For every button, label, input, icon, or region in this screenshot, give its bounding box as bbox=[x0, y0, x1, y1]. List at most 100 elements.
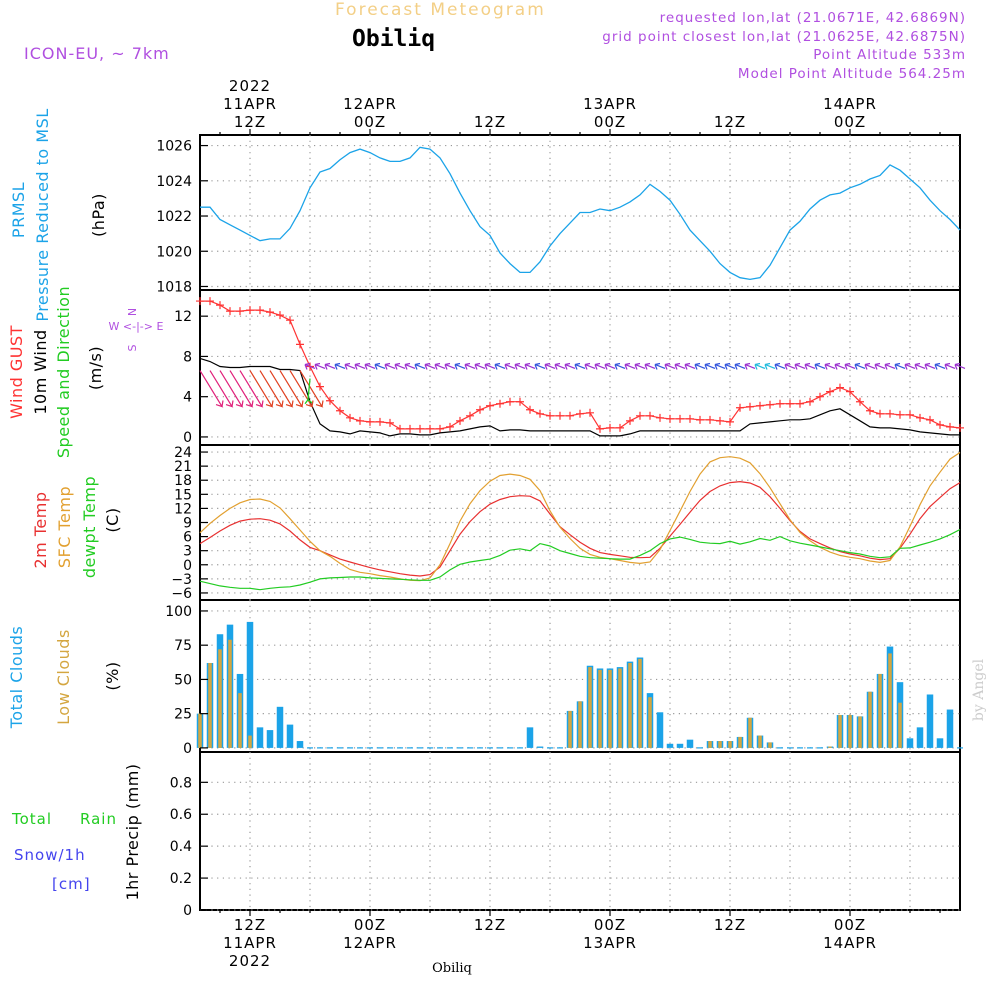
wind-10m-label: 10m Wind bbox=[31, 329, 50, 414]
wind-direction-arrow bbox=[724, 362, 736, 370]
wind-direction-arrow bbox=[944, 362, 956, 370]
wind-direction-arrow bbox=[424, 362, 436, 370]
total-cloud-bar bbox=[296, 741, 304, 748]
wind-direction-arrow bbox=[544, 362, 556, 370]
pressure-line bbox=[200, 146, 961, 281]
total-cloud-bar bbox=[916, 727, 924, 748]
wind-direction-arrow bbox=[884, 362, 896, 370]
wind-direction-arrow bbox=[654, 362, 666, 370]
gust-point bbox=[596, 424, 604, 433]
gust-point bbox=[336, 406, 344, 415]
precip-unit: 1hr Precip (mm) bbox=[123, 763, 142, 900]
gust-point bbox=[266, 308, 274, 317]
total-cloud-bar bbox=[906, 738, 914, 748]
gust-point bbox=[416, 424, 424, 433]
model-name: ICON-EU, ~ 7km bbox=[24, 44, 170, 63]
low-cloud-bar bbox=[638, 658, 642, 748]
wind-direction-arrow bbox=[239, 370, 264, 408]
y-tick-label: 15 bbox=[174, 487, 192, 503]
temperature-line bbox=[199, 451, 961, 582]
wind-direction-arrow bbox=[824, 362, 836, 370]
time-label-bottom: 12Z bbox=[714, 916, 746, 934]
gust-point bbox=[806, 397, 814, 406]
wind-direction-arrow bbox=[604, 362, 616, 370]
panel-frame-precipitation bbox=[199, 751, 961, 911]
gust-point bbox=[326, 396, 334, 405]
footer-station: Obiliq bbox=[432, 961, 472, 976]
time-label-bottom: 00Z bbox=[354, 916, 386, 934]
wind-direction-arrow bbox=[404, 362, 416, 370]
y-tick-label: 0 bbox=[183, 741, 192, 757]
gust-point bbox=[576, 409, 584, 418]
wind-direction-arrow bbox=[694, 362, 706, 370]
time-label-top: 12Z bbox=[714, 113, 746, 131]
temperature-unit: (C) bbox=[103, 507, 122, 532]
gust-point bbox=[826, 387, 834, 396]
wind-direction-arrow bbox=[354, 362, 366, 370]
gust-point bbox=[196, 297, 204, 306]
low-cloud-bar bbox=[858, 716, 862, 748]
wind-direction-arrow bbox=[414, 362, 426, 370]
y-tick-label: 0.8 bbox=[170, 775, 192, 791]
y-tick-label: −3 bbox=[171, 572, 192, 588]
low-cloud-bar bbox=[738, 736, 742, 748]
gridpoint-location: grid point closest lon,lat (21.0625E, 42… bbox=[602, 28, 966, 45]
snow-unit: [cm] bbox=[52, 875, 91, 893]
wind-direction-arrow bbox=[249, 370, 274, 408]
low-cloud-bar bbox=[228, 639, 232, 748]
low-cloud-bar bbox=[588, 667, 592, 748]
low-cloud-bar bbox=[898, 702, 902, 748]
gust-point bbox=[876, 409, 884, 418]
wind-direction-arrow bbox=[804, 362, 816, 370]
meteogram-title: Forecast Meteogram bbox=[335, 0, 546, 20]
total-cloud-bar bbox=[656, 712, 664, 748]
wind-direction-arrow bbox=[494, 362, 506, 370]
y-tick-label: 1020 bbox=[156, 244, 192, 260]
low-cloud-bar bbox=[758, 735, 762, 748]
gust-point bbox=[536, 409, 544, 418]
wind-direction-arrow bbox=[454, 362, 466, 370]
low-cloud-bar bbox=[628, 662, 632, 748]
temperature-line bbox=[199, 528, 961, 591]
gust-point bbox=[606, 423, 614, 432]
dewpoint-label: dewpt Temp bbox=[80, 476, 99, 578]
wind-direction-arrow bbox=[684, 362, 696, 370]
wind-direction-arrow bbox=[344, 362, 356, 370]
low-cloud-bar bbox=[828, 746, 832, 748]
wind-direction-arrow bbox=[259, 370, 284, 408]
wind-gust-label: Wind GUST bbox=[7, 325, 26, 419]
gust-point bbox=[946, 422, 954, 431]
wind-direction-arrow bbox=[674, 362, 686, 370]
total-cloud-bar bbox=[946, 709, 954, 748]
low-cloud-bar bbox=[748, 717, 752, 748]
wind-direction-arrow bbox=[299, 370, 324, 408]
gust-point bbox=[356, 416, 364, 425]
total-cloud-bar bbox=[926, 694, 934, 748]
wind-direction-arrow bbox=[704, 362, 716, 370]
gust-point bbox=[456, 416, 464, 425]
wind-direction-arrow bbox=[814, 362, 826, 370]
low-cloud-bar bbox=[868, 691, 872, 748]
gust-point bbox=[556, 411, 564, 420]
total-cloud-bar bbox=[536, 746, 544, 748]
time-label-top: 14APR bbox=[823, 95, 877, 113]
wind-direction-arrow bbox=[199, 370, 224, 408]
wind-direction-arrow bbox=[844, 362, 856, 370]
gust-point bbox=[446, 422, 454, 431]
time-label-top: 00Z bbox=[354, 113, 386, 131]
low-cloud-bar bbox=[888, 653, 892, 748]
wind-direction-label: Speed and Direction bbox=[54, 286, 73, 458]
low-cloud-bar bbox=[598, 669, 602, 748]
gust-point bbox=[436, 424, 444, 433]
gust-point bbox=[486, 401, 494, 410]
gust-point bbox=[886, 409, 894, 418]
gust-point bbox=[736, 403, 744, 412]
time-label-bottom: 00Z bbox=[834, 916, 866, 934]
wind-direction-arrow bbox=[894, 362, 906, 370]
y-tick-label: 25 bbox=[174, 707, 192, 723]
low-cloud-bar bbox=[878, 673, 882, 748]
low-cloud-bar bbox=[568, 710, 572, 748]
wind-direction-arrow bbox=[904, 362, 916, 370]
gust-point bbox=[546, 411, 554, 420]
